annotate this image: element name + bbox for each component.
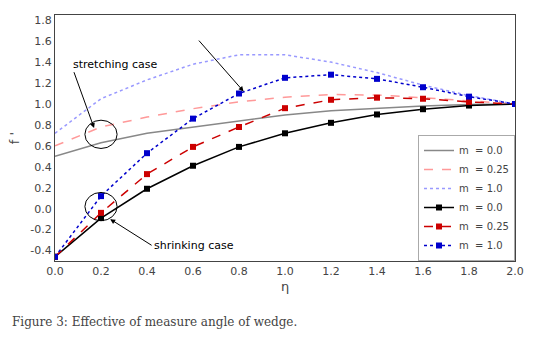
svg-text:0.0: 0.0 [46, 265, 64, 278]
svg-text:0.0: 0.0 [34, 203, 52, 216]
svg-text:1.8: 1.8 [34, 14, 52, 27]
svg-text:η: η [281, 279, 289, 294]
svg-text:-0.2: -0.2 [30, 223, 51, 236]
svg-text:0.6: 0.6 [34, 140, 52, 153]
svg-text:0.8: 0.8 [230, 265, 248, 278]
svg-text:1.8: 1.8 [460, 265, 478, 278]
svg-text:shrinking case: shrinking case [154, 239, 234, 252]
svg-text:0.4: 0.4 [138, 265, 156, 278]
svg-text:m = 0.25: m = 0.25 [459, 164, 509, 175]
svg-text:1.2: 1.2 [34, 77, 52, 90]
svg-text:m = 0.0: m = 0.0 [459, 145, 503, 156]
svg-text:2.0: 2.0 [506, 265, 524, 278]
svg-text:0.2: 0.2 [34, 182, 52, 195]
svg-text:0.4: 0.4 [34, 161, 52, 174]
svg-text:f ': f ' [7, 132, 22, 144]
svg-text:1.4: 1.4 [34, 56, 52, 69]
svg-text:m = 1.0: m = 1.0 [459, 183, 503, 194]
svg-text:1.6: 1.6 [414, 265, 432, 278]
svg-text:1.2: 1.2 [322, 265, 340, 278]
svg-text:m = 0.25: m = 0.25 [459, 221, 509, 232]
svg-text:1.4: 1.4 [368, 265, 386, 278]
svg-text:1.0: 1.0 [34, 98, 52, 111]
svg-text:1.6: 1.6 [34, 35, 52, 48]
svg-text:0.6: 0.6 [184, 265, 202, 278]
svg-text:0.8: 0.8 [34, 119, 52, 132]
svg-text:-0.4: -0.4 [30, 244, 51, 257]
svg-text:stretching case: stretching case [73, 58, 157, 71]
svg-text:m = 1.0: m = 1.0 [459, 240, 503, 251]
svg-text:0.2: 0.2 [92, 265, 110, 278]
svg-text:1.0: 1.0 [276, 265, 294, 278]
svg-text:Figure 3: Effective of measure: Figure 3: Effective of measure angle of … [12, 315, 297, 329]
svg-text:m = 0.0: m = 0.0 [459, 202, 503, 213]
